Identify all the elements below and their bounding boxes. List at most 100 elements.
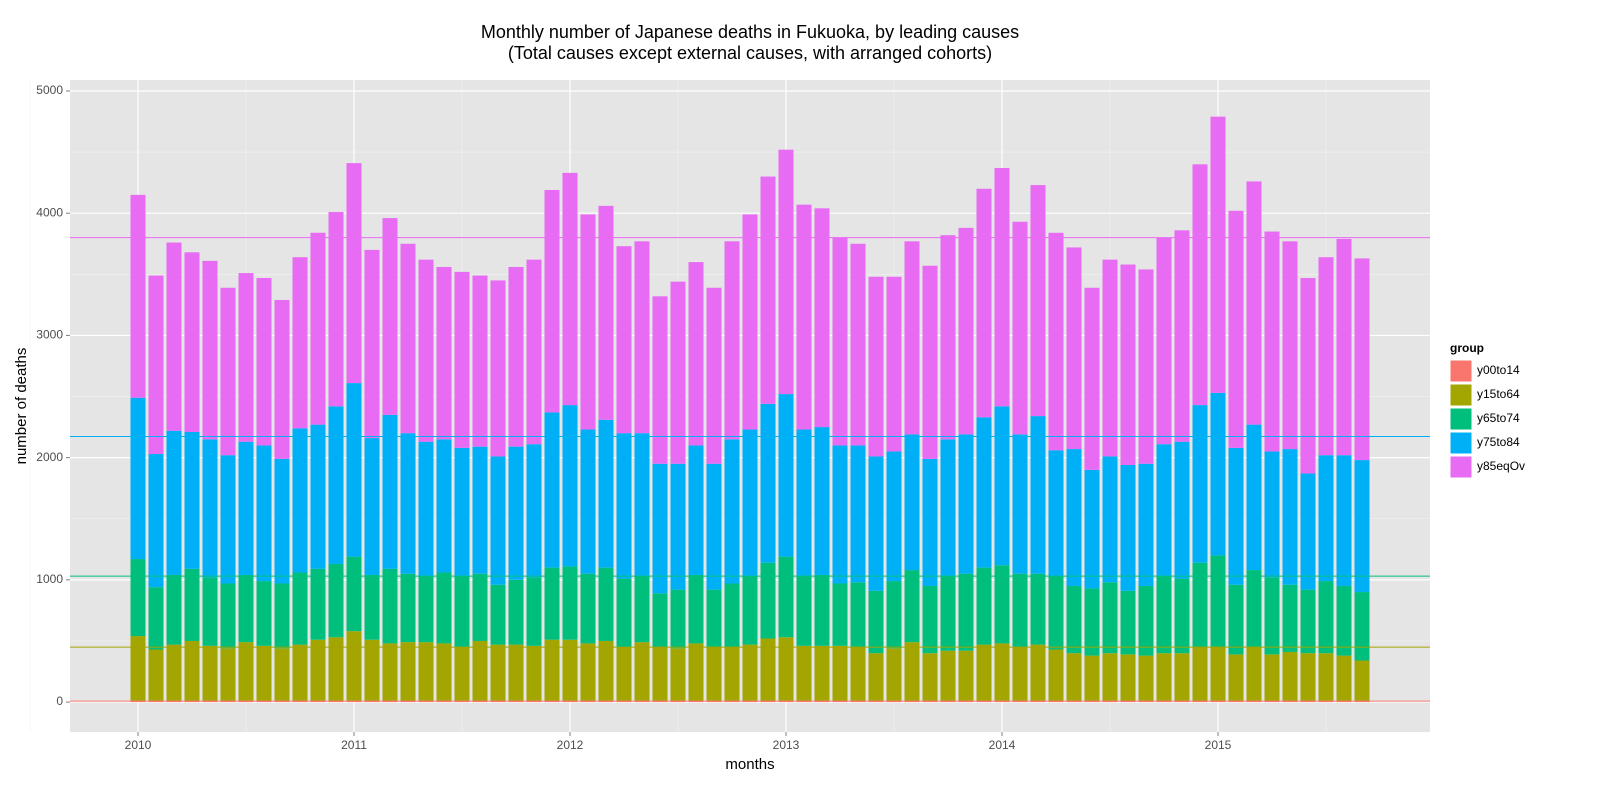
bar-segment bbox=[364, 574, 380, 640]
bar-segment bbox=[958, 227, 974, 435]
bar-segment bbox=[418, 576, 434, 643]
bar-segment bbox=[1030, 185, 1046, 417]
bar-segment bbox=[1174, 230, 1190, 442]
bar-segment bbox=[274, 458, 290, 584]
bar-segment bbox=[814, 574, 830, 646]
bar-segment bbox=[958, 434, 974, 574]
bar-segment bbox=[1282, 651, 1298, 701]
bar-segment bbox=[652, 647, 668, 701]
bar-segment bbox=[562, 172, 578, 406]
bar-segment bbox=[1354, 258, 1370, 461]
bar-segment bbox=[1120, 464, 1136, 591]
bar-segment bbox=[526, 259, 542, 445]
y-tick-label: 3000 bbox=[36, 328, 63, 342]
bar-segment bbox=[490, 644, 506, 701]
chart-subtitle: (Total causes except external causes, wi… bbox=[508, 43, 992, 63]
bar-segment bbox=[958, 650, 974, 701]
bar-segment bbox=[868, 590, 884, 654]
y-tick-label: 4000 bbox=[36, 205, 63, 219]
bar-segment bbox=[364, 249, 380, 439]
bar-segment bbox=[814, 208, 830, 428]
bar-segment bbox=[1102, 582, 1118, 654]
legend-label: y65to74 bbox=[1477, 411, 1520, 425]
bar-segment bbox=[670, 281, 686, 464]
bar-segment bbox=[634, 241, 650, 434]
bar-segment bbox=[724, 439, 740, 584]
x-tick-label: 2012 bbox=[557, 738, 584, 752]
bar-segment bbox=[922, 585, 938, 654]
bar-segment bbox=[1192, 562, 1208, 648]
bar-segment bbox=[1318, 257, 1334, 456]
bar-segment bbox=[868, 276, 884, 457]
bar-segment bbox=[1156, 444, 1172, 577]
bar-segment bbox=[742, 644, 758, 701]
bar-segment bbox=[148, 453, 164, 588]
bar-segment bbox=[220, 648, 236, 701]
bar-segment bbox=[868, 653, 884, 701]
bar-segment bbox=[850, 445, 866, 583]
bar-segment bbox=[1048, 450, 1064, 577]
bar-segment bbox=[130, 559, 146, 637]
bar-segment bbox=[832, 645, 848, 701]
bar-segment bbox=[1300, 473, 1316, 590]
bar-segment bbox=[1120, 654, 1136, 701]
bar-segment bbox=[1192, 647, 1208, 701]
bar-segment bbox=[1354, 660, 1370, 701]
bar-segment bbox=[166, 430, 182, 575]
bar-segment bbox=[1282, 241, 1298, 450]
bar-segment bbox=[706, 287, 722, 464]
bar-segment bbox=[886, 276, 902, 452]
bar-segment bbox=[436, 266, 452, 440]
bar-segment bbox=[994, 167, 1010, 407]
bar-segment bbox=[1120, 264, 1136, 465]
bar-segment bbox=[1228, 210, 1244, 448]
bar-segment bbox=[922, 265, 938, 459]
bar-segment bbox=[1336, 585, 1352, 656]
bar-segment bbox=[1336, 655, 1352, 701]
bar-segment bbox=[382, 414, 398, 569]
y-tick-label: 1000 bbox=[36, 572, 63, 586]
bar-segment bbox=[688, 574, 704, 644]
bar-segment bbox=[220, 455, 236, 584]
bar-segment bbox=[1246, 424, 1262, 571]
bar-segment bbox=[1228, 654, 1244, 701]
legend-key bbox=[1449, 383, 1473, 407]
bar-segment bbox=[922, 458, 938, 586]
bar-segment bbox=[256, 645, 272, 701]
bar-segment bbox=[328, 563, 344, 638]
y-axis-title: number of deaths bbox=[13, 348, 30, 465]
bar-segment bbox=[598, 640, 614, 701]
bar-segment bbox=[400, 642, 416, 701]
bar-segment bbox=[418, 441, 434, 577]
bar-segment bbox=[1264, 231, 1280, 452]
bar-segment bbox=[1300, 653, 1316, 701]
bar-segment bbox=[148, 649, 164, 701]
bar-segment bbox=[1192, 405, 1208, 563]
bar-segment bbox=[616, 246, 632, 434]
bar-segment bbox=[292, 572, 308, 645]
bar-segment bbox=[346, 631, 362, 701]
bar-segment bbox=[166, 242, 182, 431]
bar-segment bbox=[706, 589, 722, 648]
bar-segment bbox=[346, 383, 362, 557]
bar-segment bbox=[526, 444, 542, 578]
bar-segment bbox=[652, 463, 668, 594]
legend-title: group bbox=[1450, 341, 1484, 355]
bar-segment bbox=[526, 645, 542, 701]
bar-segment bbox=[886, 648, 902, 701]
bar-segment bbox=[724, 647, 740, 701]
bar-segment bbox=[1102, 456, 1118, 583]
bar-segment bbox=[778, 149, 794, 395]
bar-segment bbox=[328, 637, 344, 701]
bar-segment bbox=[220, 287, 236, 456]
bar-segment bbox=[1030, 644, 1046, 701]
bar-segment bbox=[688, 643, 704, 701]
bar-segment bbox=[382, 568, 398, 644]
bar-segment bbox=[454, 576, 470, 648]
bar-segment bbox=[814, 645, 830, 701]
bar-segment bbox=[220, 583, 236, 649]
bar-segment bbox=[1066, 653, 1082, 701]
bar-segment bbox=[796, 645, 812, 701]
bar-segment bbox=[796, 576, 812, 646]
bar-segment bbox=[778, 556, 794, 638]
